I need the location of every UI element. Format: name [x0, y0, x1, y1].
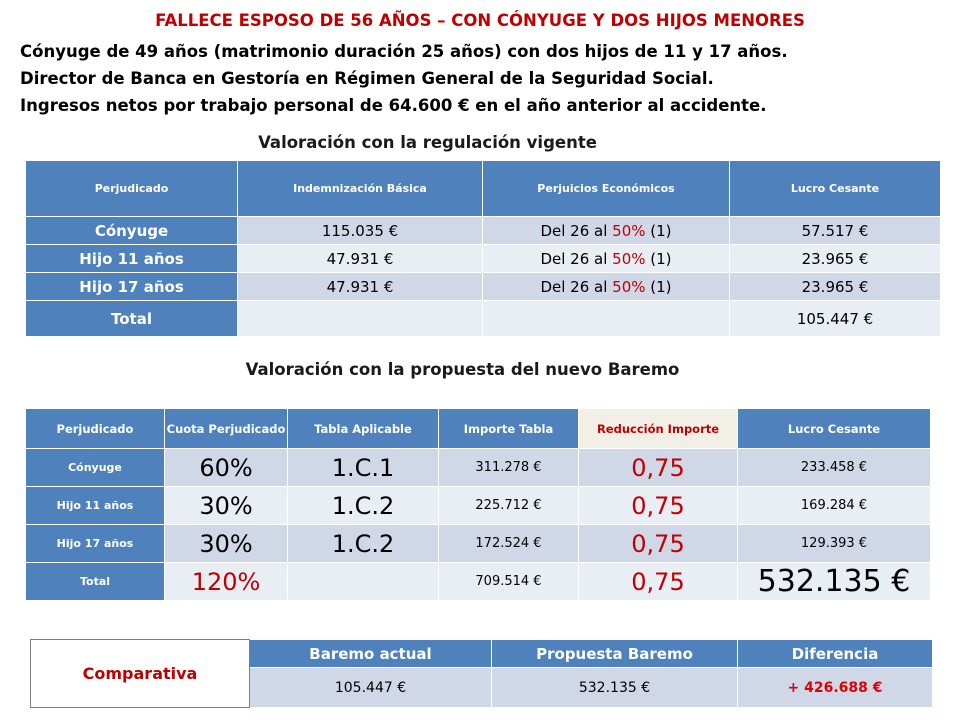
lost-earnings: 233.458 € — [737, 448, 931, 487]
total-row: Total 105.447 € — [25, 300, 941, 337]
table-amount: 172.524 € — [438, 524, 579, 563]
column-header: Tabla Aplicable — [287, 408, 439, 449]
comparison-table: Comparativa Baremo actual Propuesta Bare… — [30, 639, 933, 708]
comparison-label: Comparativa — [30, 639, 250, 708]
table-row: Hijo 17 años 47.931 € Del 26 al 50% (1) … — [25, 272, 941, 301]
row-label: Hijo 11 años — [25, 486, 165, 525]
basic-compensation: 115.035 € — [237, 216, 483, 245]
lost-earnings: 23.965 € — [729, 272, 941, 301]
total-value: 532.135 € — [737, 562, 931, 601]
section-title-current: Valoración con la regulación vigente — [258, 133, 597, 152]
row-label: Hijo 17 años — [25, 272, 238, 301]
table-amount: 311.278 € — [438, 448, 579, 487]
column-header: Perjudicado — [25, 408, 165, 449]
basic-compensation: 47.931 € — [237, 244, 483, 273]
table-row: Cónyuge 60% 1.C.1 311.278 € 0,75 233.458… — [25, 448, 931, 487]
lost-earnings: 169.284 € — [737, 486, 931, 525]
lost-earnings: 57.517 € — [729, 216, 941, 245]
row-label: Total — [25, 562, 165, 601]
total-table-amount: 709.514 € — [438, 562, 579, 601]
table-row: Hijo 11 años 47.931 € Del 26 al 50% (1) … — [25, 244, 941, 273]
applicable-table: 1.C.2 — [287, 524, 439, 563]
table-row: 105.447 € 532.135 € + 426.688 € — [31, 667, 933, 708]
column-header: Indemnización Básica — [237, 160, 483, 217]
column-header: Perjudicado — [25, 160, 238, 217]
economic-damages: Del 26 al 50% (1) — [482, 244, 730, 273]
column-header: Lucro Cesante — [737, 408, 931, 449]
table-row: Hijo 11 años 30% 1.C.2 225.712 € 0,75 16… — [25, 486, 931, 525]
quota-percentage: 30% — [164, 524, 288, 563]
empty-cell — [482, 300, 730, 337]
current-baremo-value: 105.447 € — [249, 667, 492, 708]
row-label: Hijo 17 años — [25, 524, 165, 563]
reduction-factor: 0,75 — [578, 562, 738, 601]
table-row: Cónyuge 115.035 € Del 26 al 50% (1) 57.5… — [25, 216, 941, 245]
difference-value: + 426.688 € — [737, 667, 933, 708]
table-amount: 225.712 € — [438, 486, 579, 525]
proposed-baremo-value: 532.135 € — [491, 667, 738, 708]
empty-cell — [287, 562, 439, 601]
column-header: Reducción Importe — [578, 408, 738, 449]
basic-compensation: 47.931 € — [237, 272, 483, 301]
page-title: FALLECE ESPOSO DE 56 AÑOS – CON CÓNYUGE … — [155, 11, 805, 30]
intro-line: Director de Banca en Gestoría en Régimen… — [20, 69, 714, 88]
reduction-factor: 0,75 — [578, 486, 738, 525]
row-label: Hijo 11 años — [25, 244, 238, 273]
row-label: Cónyuge — [25, 216, 238, 245]
section-title-proposal: Valoración con la propuesta del nuevo Ba… — [245, 360, 680, 379]
intro-line: Ingresos netos por trabajo personal de 6… — [20, 96, 767, 115]
new-baremo-table: Perjudicado Cuota Perjudicado Tabla Apli… — [25, 408, 931, 601]
column-header: Lucro Cesante — [729, 160, 941, 217]
row-label: Total — [25, 300, 238, 337]
column-header: Cuota Perjudicado — [164, 408, 288, 449]
case-description: Cónyuge de 49 años (matrimonio duración … — [20, 38, 788, 119]
column-header: Propuesta Baremo — [491, 639, 738, 668]
reduction-factor: 0,75 — [578, 524, 738, 563]
economic-damages: Del 26 al 50% (1) — [482, 272, 730, 301]
intro-line: Cónyuge de 49 años (matrimonio duración … — [20, 42, 788, 61]
applicable-table: 1.C.1 — [287, 448, 439, 487]
column-header: Perjuicios Económicos — [482, 160, 730, 217]
quota-percentage: 30% — [164, 486, 288, 525]
quota-percentage: 60% — [164, 448, 288, 487]
total-quota: 120% — [164, 562, 288, 601]
total-value: 105.447 € — [729, 300, 941, 337]
economic-damages: Del 26 al 50% (1) — [482, 216, 730, 245]
lost-earnings: 129.393 € — [737, 524, 931, 563]
row-label: Cónyuge — [25, 448, 165, 487]
column-header: Diferencia — [737, 639, 933, 668]
reduction-factor: 0,75 — [578, 448, 738, 487]
empty-cell — [237, 300, 483, 337]
column-header: Importe Tabla — [438, 408, 579, 449]
total-row: Total 120% 709.514 € 0,75 532.135 € — [25, 562, 931, 601]
lost-earnings: 23.965 € — [729, 244, 941, 273]
column-header: Baremo actual — [249, 639, 492, 668]
current-regulation-table: Perjudicado Indemnización Básica Perjuic… — [25, 160, 941, 337]
table-row: Hijo 17 años 30% 1.C.2 172.524 € 0,75 12… — [25, 524, 931, 563]
applicable-table: 1.C.2 — [287, 486, 439, 525]
